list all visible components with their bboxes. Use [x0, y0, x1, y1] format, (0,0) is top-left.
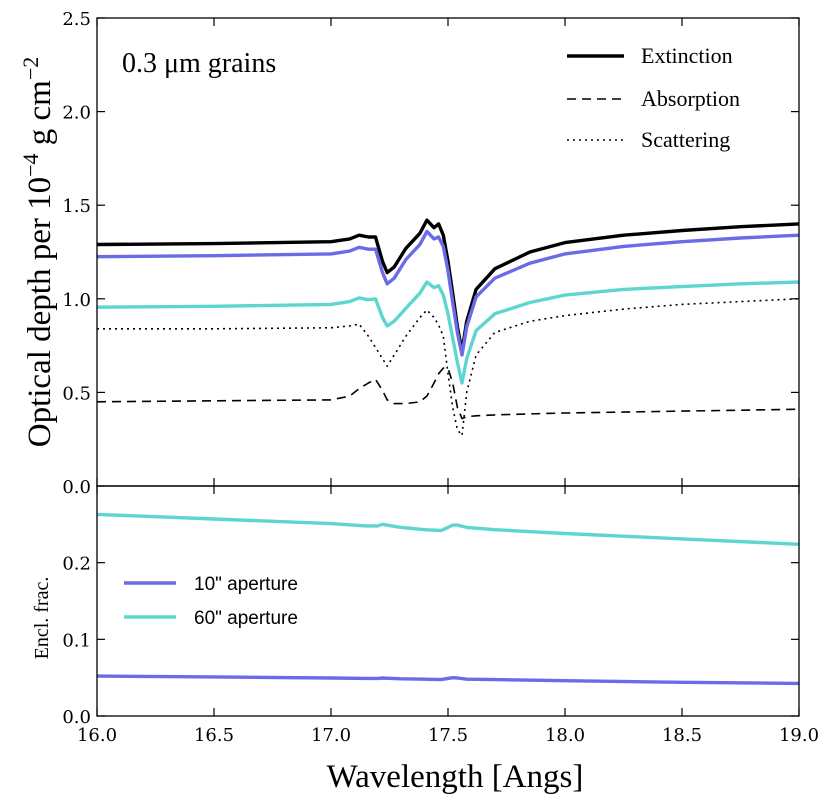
top-y-axis-label: Optical depth per 10−4 g cm−2 — [18, 57, 58, 448]
top-panel: 0.0 0.5 1.0 1.5 2.0 2.5 0.3 μm grains Extinct… — [18, 9, 800, 498]
bottom-y-tick-label: 0.0 — [62, 707, 91, 728]
top-y-ticks: 0.0 0.5 1.0 1.5 2.0 2.5 — [62, 9, 799, 498]
bottom-y-tick-label: 0.1 — [62, 630, 91, 651]
top-y-tick-label: 0.5 — [62, 383, 91, 404]
top-series-line-extinction-60-aperture — [96, 280, 800, 385]
top-x-ticks — [96, 18, 800, 486]
ylabel-exponent-1: −4 — [18, 153, 43, 176]
top-legend: Extinction Absorption Scattering — [567, 43, 740, 152]
legend-label-60-aperture: 60" aperture — [194, 608, 298, 629]
bottom-series-line-10-aperture — [96, 674, 800, 686]
x-tick-label: 16.5 — [194, 725, 234, 746]
bottom-y-ticks: 0.0 0.1 0.2 — [62, 554, 799, 728]
legend-label-extinction: Extinction — [641, 43, 733, 68]
bottom-y-axis-label: Encl. frac. — [31, 577, 53, 660]
x-tick-label: 19.0 — [779, 725, 819, 746]
ylabel-main: Optical depth per 10 — [22, 177, 58, 447]
top-y-tick-label: 1.0 — [62, 290, 91, 311]
legend-label-scattering: Scattering — [641, 127, 730, 152]
bottom-x-ticks: 16.0 16.5 17.0 17.5 18.0 18.5 19.0 — [77, 486, 819, 746]
top-y-tick-label: 1.5 — [62, 196, 91, 217]
x-axis-label: Wavelength [Angs] — [327, 759, 584, 795]
bottom-series-group — [96, 512, 800, 686]
top-series-line-absorption — [96, 367, 800, 420]
bottom-y-tick-label: 0.2 — [62, 554, 91, 575]
ylabel-exponent-2: −2 — [18, 57, 43, 80]
x-tick-label: 17.5 — [428, 725, 468, 746]
top-y-tick-label: 0.0 — [62, 477, 91, 498]
bottom-panel: 0.0 0.1 0.2 16.0 16.5 17.0 17.5 18.0 18.5 19.0 1… — [31, 485, 819, 795]
x-tick-label: 17.0 — [311, 725, 351, 746]
top-y-tick-label: 2.5 — [62, 9, 91, 30]
legend-label-absorption: Absorption — [641, 86, 740, 111]
top-series-line-extinction — [96, 218, 800, 353]
x-tick-label: 18.5 — [662, 725, 702, 746]
top-y-tick-label: 2.0 — [62, 103, 91, 124]
bottom-series-line-60-aperture — [96, 512, 800, 546]
bottom-legend: 10" aperture 60" aperture — [124, 574, 298, 629]
x-tick-label: 18.0 — [545, 725, 585, 746]
x-tick-label: 16.0 — [77, 725, 117, 746]
grain-annotation: 0.3 μm grains — [122, 48, 276, 79]
top-series-line-extinction-10-aperture — [96, 229, 800, 357]
legend-label-10-aperture: 10" aperture — [194, 574, 298, 595]
top-series-group — [96, 218, 800, 437]
ylabel-mid: g cm — [22, 80, 58, 154]
